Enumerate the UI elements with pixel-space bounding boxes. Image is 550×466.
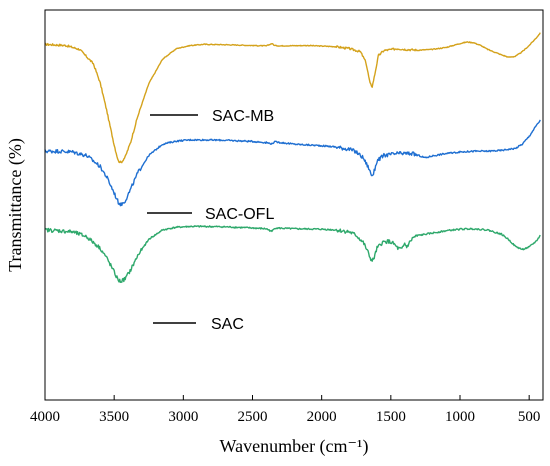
- plot-frame: [44, 9, 544, 401]
- x-axis: 4000 3500 3000 2500 2000 1500 1000 500: [30, 395, 540, 425]
- y-axis-title: Transmittance (%): [5, 138, 26, 272]
- series-label-sac-ofl: SAC-OFL: [205, 206, 274, 223]
- series-label-sac: SAC: [211, 316, 244, 333]
- series-layer: [44, 32, 541, 283]
- x-tick-label-2500: 2500: [238, 409, 268, 425]
- series-labels: SAC-MB SAC-OFL SAC: [147, 108, 274, 333]
- x-axis-title: Wavenumber (cm⁻¹): [220, 436, 369, 457]
- x-tick-label-3000: 3000: [168, 409, 198, 425]
- x-tick-label-1000: 1000: [445, 409, 475, 425]
- x-tick-label-2000: 2000: [307, 409, 337, 425]
- series-sac-ofl-line: [44, 119, 541, 207]
- x-tick-label-500: 500: [518, 409, 541, 425]
- x-tick-label-1500: 1500: [376, 409, 406, 425]
- series-sac-mb-line: [45, 32, 541, 164]
- x-tick-label-3500: 3500: [99, 409, 129, 425]
- series-sac-line: [44, 224, 541, 283]
- x-tick-label-4000: 4000: [30, 409, 60, 425]
- series-label-sac-mb: SAC-MB: [212, 108, 274, 125]
